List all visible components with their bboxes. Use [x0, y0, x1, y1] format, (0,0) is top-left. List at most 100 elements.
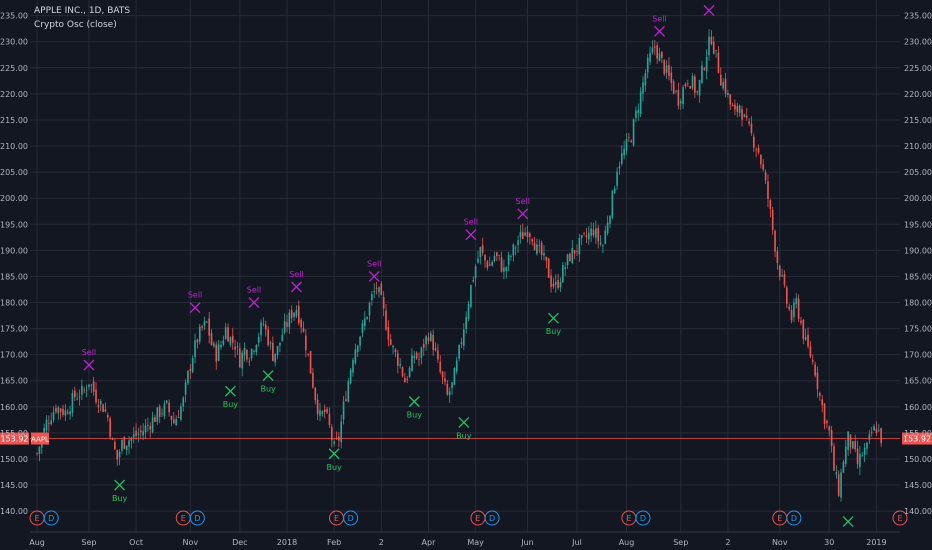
candle-body: [672, 81, 675, 94]
y-tick-label: 175.00: [0, 325, 28, 334]
right-price-axis[interactable]: 140.00 145.00 150.00 155.00 160.00 165.00 170.…: [904, 12, 932, 516]
candle-body: [135, 430, 137, 437]
candle-body: [743, 114, 746, 118]
candle-body: [231, 335, 234, 343]
candle-body: [328, 414, 331, 425]
buy-marker-icon: [262, 370, 274, 381]
candle-body: [401, 367, 404, 377]
candle-body: [484, 254, 486, 261]
cross-stroke: [517, 208, 529, 220]
candle-body: [248, 361, 251, 363]
candle-body: [184, 382, 187, 395]
candle-body: [632, 119, 635, 146]
y-tick-label: 185.00: [0, 272, 28, 281]
candle-body: [446, 383, 449, 395]
cross-stroke: [224, 385, 236, 397]
candle-body: [557, 280, 559, 289]
x-tick-label: 2: [725, 538, 730, 547]
candle-body: [99, 400, 102, 405]
candle-body: [807, 334, 809, 347]
candle-body: [795, 298, 798, 305]
candle-body: [734, 104, 736, 110]
candle-body: [349, 369, 352, 384]
candle-body: [861, 455, 864, 457]
candle-body: [800, 320, 802, 323]
candle-body: [877, 430, 880, 432]
y-tick-label: 190.00: [0, 246, 28, 255]
candle-body: [859, 453, 861, 467]
candle-body: [646, 57, 649, 73]
buy-marker-icon: [328, 448, 340, 460]
y-tick-label: 150.00: [904, 455, 932, 464]
candle-body: [52, 411, 55, 421]
candle-body: [342, 401, 345, 420]
sell-marker-icon: [517, 208, 529, 220]
buy-marker-icon: [547, 312, 559, 324]
candle-body: [281, 334, 284, 341]
candle-body: [715, 50, 717, 51]
candle-body: [177, 416, 180, 418]
event-badge-label: E: [475, 514, 480, 523]
candle-body: [255, 345, 258, 353]
candle-body: [460, 342, 463, 345]
candle-body: [83, 389, 86, 391]
candle-body: [479, 247, 482, 258]
candle-body: [208, 318, 211, 336]
candle-body: [196, 339, 199, 343]
x-tick-label: Oct: [129, 538, 143, 547]
y-tick-label: 150.00: [0, 455, 28, 464]
candle-body: [413, 355, 416, 359]
candle-body: [151, 417, 154, 433]
candle-body: [573, 250, 576, 254]
cross-stroke: [114, 479, 126, 491]
candle-body: [276, 345, 279, 356]
candle-body: [323, 409, 326, 412]
candle-body: [790, 309, 793, 321]
candle-body: [309, 350, 312, 374]
candle-body: [793, 302, 795, 318]
candle-body: [590, 228, 592, 236]
candle-body: [842, 461, 845, 473]
candle-body: [118, 451, 121, 458]
candle-body: [36, 453, 38, 455]
last-price-label-left: 153.92: [1, 435, 29, 444]
candle-body: [389, 339, 392, 345]
candle-body: [319, 410, 321, 416]
candle-body: [811, 359, 814, 362]
candle-body: [835, 472, 838, 475]
buy-marker-icon: [408, 396, 420, 408]
candle-body: [856, 448, 859, 465]
candle-body: [538, 245, 541, 247]
y-tick-label: 205.00: [0, 168, 28, 177]
candle-body: [658, 53, 661, 62]
candle-body: [571, 247, 574, 263]
candle-body: [163, 403, 166, 416]
candle-body: [496, 252, 498, 256]
cross-stroke: [842, 516, 854, 528]
candle-body: [312, 373, 314, 388]
candle-body: [161, 413, 163, 415]
candle-body: [665, 65, 668, 73]
candle-body: [269, 342, 272, 344]
candle-body: [253, 350, 255, 352]
time-axis[interactable]: Aug Sep Oct Nov Dec 2018 Feb 2 Apr May Jun Jul Aug Se…: [29, 538, 886, 547]
event-badge-label: D: [48, 514, 54, 523]
candle-body: [828, 426, 831, 431]
candle-body: [526, 232, 529, 238]
candle-body: [366, 316, 368, 319]
candle-body: [297, 305, 300, 324]
sell-marker-icon: [703, 4, 715, 16]
y-tick-label: 165.00: [904, 377, 932, 386]
candle-body: [729, 94, 732, 105]
candle-body: [566, 254, 569, 265]
x-tick-label: Aug: [619, 538, 635, 547]
sell-marker-icon: [290, 281, 302, 293]
last-price-tag-left: [0, 432, 29, 445]
event-badge-label: E: [334, 514, 339, 523]
candle-body: [576, 251, 578, 252]
y-tick-label: 160.00: [0, 403, 28, 412]
candle-body: [486, 261, 489, 268]
candle-body: [630, 140, 633, 143]
left-price-axis[interactable]: 140.00 145.00 150.00 155.00 160.00 165.00 170.…: [0, 12, 28, 516]
